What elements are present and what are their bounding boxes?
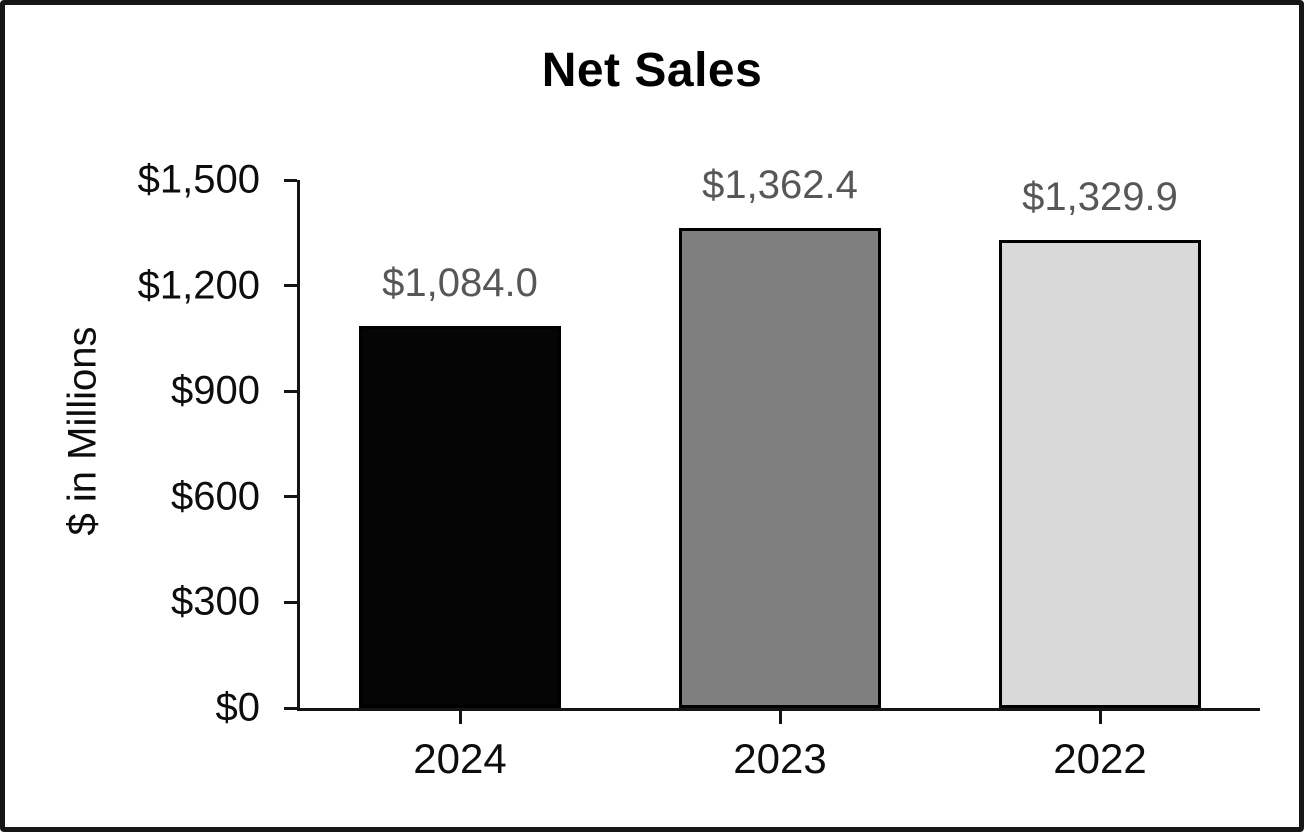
y-tick-label: $600 <box>171 474 260 519</box>
y-tick <box>284 600 297 604</box>
x-tick <box>458 711 462 724</box>
y-tick <box>284 495 297 499</box>
y-tick-label: $0 <box>215 685 261 730</box>
y-tick-label: $300 <box>171 579 260 624</box>
x-tick <box>778 711 782 724</box>
bar-value-label: $1,329.9 <box>1022 174 1178 219</box>
bar-value-label: $1,362.4 <box>702 163 858 208</box>
x-category-label: 2022 <box>1053 735 1147 782</box>
bar <box>359 326 561 708</box>
y-tick <box>284 178 297 182</box>
y-tick <box>284 706 297 710</box>
x-category-label: 2024 <box>413 735 507 782</box>
y-tick-label: $900 <box>171 368 260 413</box>
y-tick-label: $1,200 <box>137 263 260 308</box>
bar-value-label: $1,084.0 <box>382 261 538 306</box>
y-axis-title: $ in Millions <box>60 326 105 536</box>
plot-area: $0 $300 $600 $900 $1,200 $1,500 $1,084.0 2024 $1… <box>138 158 1260 782</box>
bar <box>999 239 1201 708</box>
x-category-label: 2023 <box>733 735 827 782</box>
y-tick-label: $1,500 <box>137 157 260 202</box>
y-tick <box>284 284 297 288</box>
chart-title: Net Sales <box>541 44 763 97</box>
bar <box>679 228 881 708</box>
y-tick <box>284 389 297 393</box>
x-tick <box>1098 711 1102 724</box>
